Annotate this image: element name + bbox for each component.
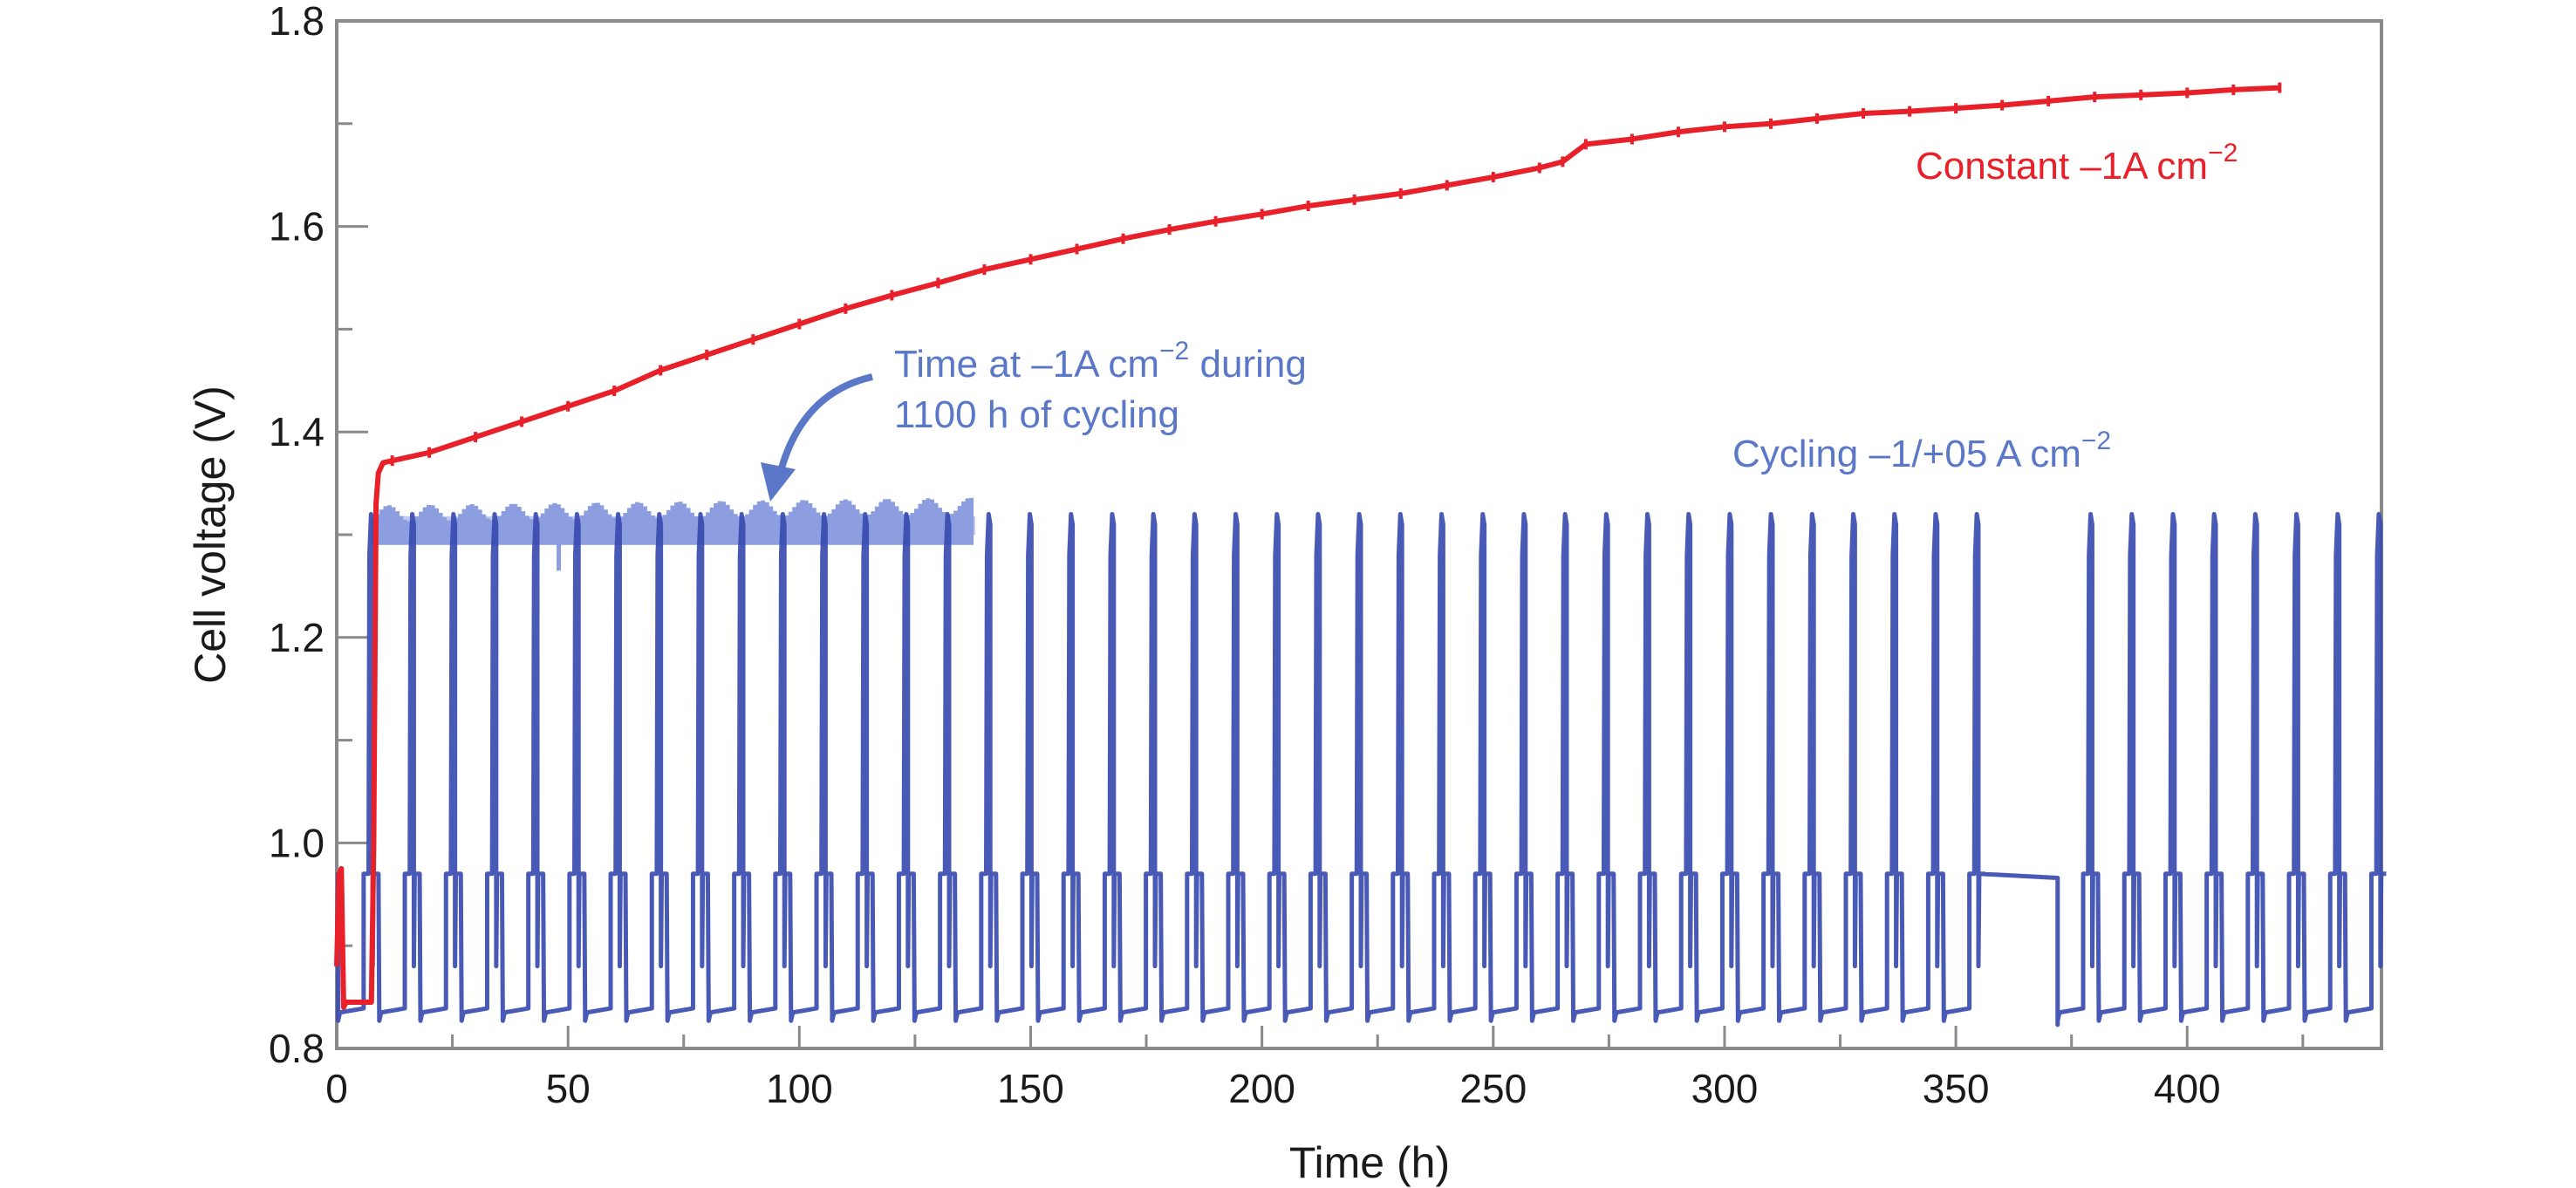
time-at-annotation-post: during <box>1189 343 1307 386</box>
constant-series <box>334 82 2282 1010</box>
constant-annotation: Constant –1A cm−2 <box>1916 139 2238 188</box>
constant-annotation-sup: −2 <box>2208 139 2238 167</box>
constant-annotation-text: Constant –1A cm <box>1916 145 2208 188</box>
time-at-annotation-line2: 1100 h of cycling <box>894 393 1179 436</box>
x-tick-label: 150 <box>997 1066 1064 1111</box>
y-tick-label: 1.8 <box>269 0 325 44</box>
axis-tick-labels: 0 50 100 150 200 250 300 350 400 0.8 1.0 1.2 1.4 1.6 1… <box>269 0 2221 1111</box>
cycling-annotation-sup: −2 <box>2081 427 2111 455</box>
x-tick-label: 200 <box>1228 1066 1295 1111</box>
x-tick-label: 300 <box>1691 1066 1759 1111</box>
x-tick-label: 250 <box>1459 1066 1527 1111</box>
time-at-annotation-text: Time at –1A cm <box>894 343 1159 386</box>
annotation-arrow-shaft <box>777 373 873 473</box>
y-tick-label: 0.8 <box>269 1026 325 1071</box>
constant-line <box>334 85 2280 1010</box>
y-tick-label: 1.6 <box>269 204 325 249</box>
x-tick-label: 400 <box>2154 1066 2221 1111</box>
x-tick-label: 350 <box>1923 1066 1990 1111</box>
time-at-annotation-line1: Time at –1A cm−2 during <box>894 337 1307 386</box>
time-at-annotation-sup: −2 <box>1159 337 1189 365</box>
x-tick-label: 100 <box>766 1066 833 1111</box>
x-tick-label: 50 <box>546 1066 591 1111</box>
cycling-series <box>334 511 2387 1028</box>
x-axis-title: Time (h) <box>1289 1138 1450 1187</box>
cycling-annotation: Cycling –1/+05 A cm−2 <box>1732 427 2111 475</box>
y-tick-label: 1.2 <box>269 615 325 660</box>
cycling-annotation-text: Cycling –1/+05 A cm <box>1732 433 2081 475</box>
axis-ticks <box>335 19 2305 1050</box>
x-tick-label: 0 <box>325 1066 348 1111</box>
y-tick-label: 1.4 <box>269 409 325 454</box>
highlight-band-fill <box>373 515 975 535</box>
cycling-line <box>334 511 2387 1028</box>
cycling-highlight-band <box>371 497 975 571</box>
y-axis-title: Cell voltage (V) <box>186 386 235 684</box>
annotation-arrow-head-icon <box>761 462 796 502</box>
y-tick-label: 1.0 <box>269 820 325 865</box>
